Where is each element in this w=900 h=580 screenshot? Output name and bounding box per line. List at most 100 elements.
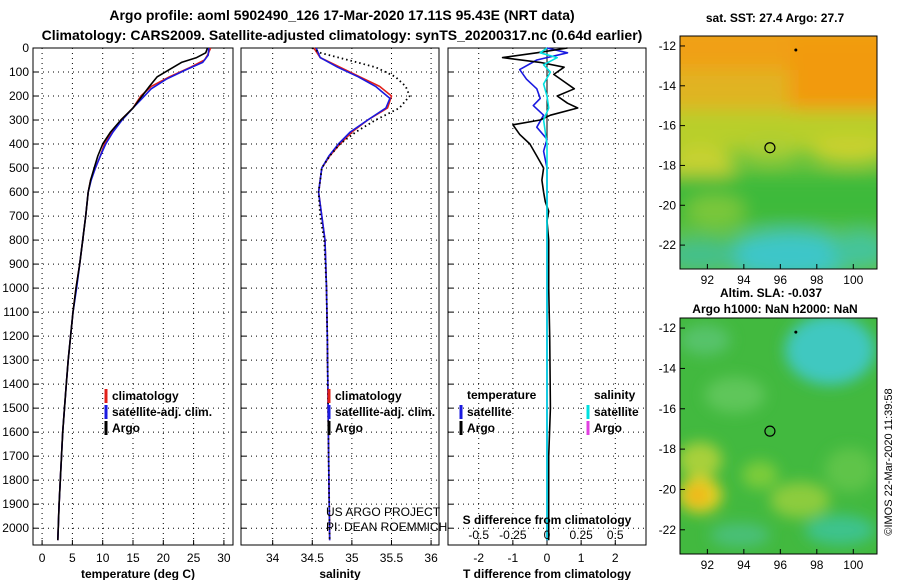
sla-map-subtitle: Argo h1000: NaN h2000: NaN [692,302,857,316]
map-y-tick-label: -16 [659,119,677,133]
t-difference-tick-labels: -2 -1 0 1 2 [473,551,619,565]
y-tick-label: 1700 [2,449,29,463]
island-dot [794,48,798,52]
y-tick-label: 2000 [2,521,29,535]
x-tick-label: 25 [187,551,201,565]
salinity-tick-labels: 34 34.5 35 35.5 36 [266,551,438,565]
y-tick-label: 0 [22,41,29,55]
y-tick-label: 400 [9,137,29,151]
series-line-satellite-adj-clim- [315,47,391,541]
project-annotation: US ARGO PROJECT [326,505,441,519]
sla-map-frame [679,317,878,555]
sst-map-ticks: 92 94 96 98 100 -12 -14 -16 -18 -20 -22 [659,39,864,287]
sla-map-title: Altim. SLA: -0.037 [720,286,822,300]
salinity-grid [241,47,439,545]
sla-map: Altim. SLA: -0.037 Argo h1000: NaN h2000… [659,286,878,572]
legend-s-argo-label: Argo [594,421,622,435]
map-y-tick-label: -14 [659,79,677,93]
y-tick-label: 900 [9,257,29,271]
s-tick-label: 0.5 [607,528,624,542]
legend-t-argo-label: Argo [467,421,495,435]
temperature-series [57,47,212,541]
salinity-axes-frame [240,47,440,546]
map-y-tick-label: -16 [659,402,677,416]
x-tick-label: 0 [39,551,46,565]
s-tick-label: 0.25 [569,528,593,542]
difference-panel: -2 -1 0 1 2 -0.5 -0.25 0 0.25 0.5 T difference f… [447,47,647,580]
series-line-temperature-argo [501,47,579,541]
temperature-xlabel: temperature (deg C) [81,567,195,580]
x-tick-label: 36 [424,551,438,565]
difference-legend: temperature salinity satellite Argo sate… [459,388,639,435]
sst-heatmap-field [680,36,877,269]
sst-map-frame [679,35,878,270]
salinity-panel: 34 34.5 35 35.5 36 salinity climatology sate… [240,47,447,580]
y-tick-label: 800 [9,233,29,247]
x-tick-label: 1 [578,551,585,565]
s-tick-label: -0.25 [499,528,527,542]
legend-argo-label: Argo [335,421,363,435]
map-y-tick-label: -20 [659,198,677,212]
salinity-xlabel: salinity [319,567,361,580]
map-x-tick-label: 94 [737,273,751,287]
x-tick-label: -1 [508,551,519,565]
map-y-tick-label: -18 [659,158,677,172]
copyright-stamp: ©IMOS 22-Mar-2020 11:39:58 [883,388,895,535]
difference-series [501,47,579,541]
map-x-tick-label: 94 [737,558,751,572]
t-difference-xlabel: T difference from climatology [463,567,631,580]
map-x-tick-label: 100 [843,558,863,572]
profile-location-marker [764,142,776,154]
legend-temperature-title: temperature [467,388,537,402]
map-x-tick-label: 98 [810,273,824,287]
y-tick-label: 300 [9,113,29,127]
title-line-2: Climatology: CARS2009. Satellite-adjuste… [42,27,643,43]
legend-t-satellite-label: satellite [467,405,512,419]
y-tick-label: 1100 [3,305,29,319]
s-difference-label: S difference from climatology [463,513,632,527]
s-tick-label: -0.5 [468,528,489,542]
y-tick-label: 500 [9,161,29,175]
map-y-tick-label: -12 [659,321,677,335]
y-tick-label: 100 [9,65,29,79]
temperature-tick-labels: 0 5 10 15 20 25 30 [39,551,231,565]
x-tick-label: 15 [126,551,140,565]
y-tick-label: 1800 [2,473,29,487]
map-x-tick-label: 92 [701,558,715,572]
legend-s-satellite-label: satellite [594,405,639,419]
depth-tick-labels: 0 100 200 300 400 500 600 700 800 900 1000 1100 1200… [2,41,29,535]
difference-grid [448,47,646,545]
legend-satellite-label: satellite-adj. clim. [335,405,435,419]
s-tick-label: 0 [544,528,551,542]
map-y-tick-label: -18 [659,442,677,456]
y-tick-label: 200 [9,89,29,103]
map-x-tick-label: 100 [843,273,863,287]
pi-annotation: PI: DEAN ROEMMICH [326,520,447,534]
map-y-tick-label: -12 [659,39,677,53]
temperature-grid [33,47,233,545]
profile-location-marker [764,425,776,437]
map-y-tick-label: -22 [659,523,677,537]
x-tick-label: 34.5 [301,551,325,565]
temperature-axes-frame [32,47,234,546]
sla-map-ticks: 92 94 96 98 100 -12 -14 -16 -18 -20 -22 [659,321,864,572]
legend-satellite-label: satellite-adj. clim. [112,405,212,419]
x-tick-label: 35 [345,551,359,565]
temperature-legend: climatology satellite-adj. clim. Argo [104,389,212,435]
x-tick-label: 30 [217,551,231,565]
map-y-tick-label: -22 [659,238,677,252]
series-line-argo [311,47,411,541]
map-y-tick-label: -20 [659,482,677,496]
y-tick-label: 1400 [2,377,29,391]
map-y-tick-label: -14 [659,361,677,375]
sst-map-title: sat. SST: 27.4 Argo: 27.7 [706,11,845,25]
legend-climatology-label: climatology [112,389,179,403]
x-tick-label: 34 [266,551,280,565]
legend-argo-label: Argo [112,421,140,435]
salinity-legend: climatology satellite-adj. clim. Argo [327,389,435,435]
x-tick-label: 5 [69,551,76,565]
map-x-tick-label: 96 [774,558,788,572]
y-tick-label: 700 [9,209,29,223]
sst-map: sat. SST: 27.4 Argo: 27.7 92 94 96 98 100 -12… [659,11,878,287]
